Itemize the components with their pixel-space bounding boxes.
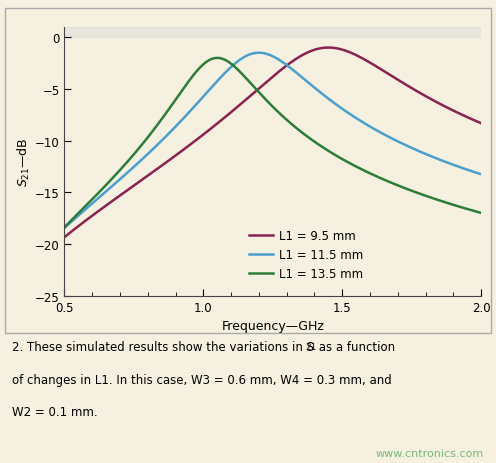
L1 = 9.5 mm — [62, 235, 67, 240]
L1 = 13.5 mm — [478, 211, 484, 216]
L1 = 13.5 mm — [253, 88, 259, 93]
L1 = 11.5 mm — [466, 168, 472, 174]
Text: 2. These simulated results show the variations in S: 2. These simulated results show the vari… — [12, 340, 314, 353]
Y-axis label: $S_{21}$—dB: $S_{21}$—dB — [16, 138, 32, 187]
L1 = 13.5 mm — [466, 207, 472, 213]
L1 = 11.5 mm — [256, 51, 262, 56]
L1 = 11.5 mm — [83, 207, 89, 213]
L1 = 9.5 mm — [466, 116, 472, 122]
L1 = 13.5 mm — [264, 99, 270, 105]
L1 = 9.5 mm — [478, 121, 484, 127]
L1 = 9.5 mm — [466, 116, 472, 121]
L1 = 11.5 mm — [264, 52, 270, 58]
Text: 21: 21 — [305, 343, 316, 351]
L1 = 11.5 mm — [478, 172, 484, 178]
L1 = 9.5 mm — [325, 46, 331, 51]
L1 = 13.5 mm — [390, 181, 396, 187]
L1 = 13.5 mm — [214, 56, 220, 62]
L1 = 9.5 mm — [264, 80, 270, 85]
Line: L1 = 11.5 mm: L1 = 11.5 mm — [64, 54, 481, 228]
X-axis label: Frequency—GHz: Frequency—GHz — [221, 319, 324, 332]
Text: of changes in L1. In this case, W3 = 0.6 mm, W4 = 0.3 mm, and: of changes in L1. In this case, W3 = 0.6… — [12, 373, 392, 386]
Line: L1 = 9.5 mm: L1 = 9.5 mm — [64, 49, 481, 238]
L1 = 11.5 mm — [62, 225, 67, 231]
L1 = 9.5 mm — [390, 75, 396, 80]
L1 = 9.5 mm — [253, 89, 259, 94]
L1 = 9.5 mm — [83, 218, 89, 224]
Text: as a function: as a function — [315, 340, 395, 353]
L1 = 13.5 mm — [62, 225, 67, 231]
L1 = 11.5 mm — [390, 137, 396, 142]
L1 = 11.5 mm — [466, 168, 472, 174]
Line: L1 = 13.5 mm: L1 = 13.5 mm — [64, 59, 481, 228]
L1 = 13.5 mm — [83, 204, 89, 209]
Text: www.cntronics.com: www.cntronics.com — [375, 448, 484, 458]
L1 = 11.5 mm — [253, 51, 259, 56]
Bar — [64, 28, 481, 38]
Bar — [5, 9, 491, 333]
Text: W2 = 0.1 mm.: W2 = 0.1 mm. — [12, 405, 98, 418]
L1 = 13.5 mm — [466, 207, 472, 213]
Legend: L1 = 9.5 mm, L1 = 11.5 mm, L1 = 13.5 mm: L1 = 9.5 mm, L1 = 11.5 mm, L1 = 13.5 mm — [245, 225, 368, 285]
